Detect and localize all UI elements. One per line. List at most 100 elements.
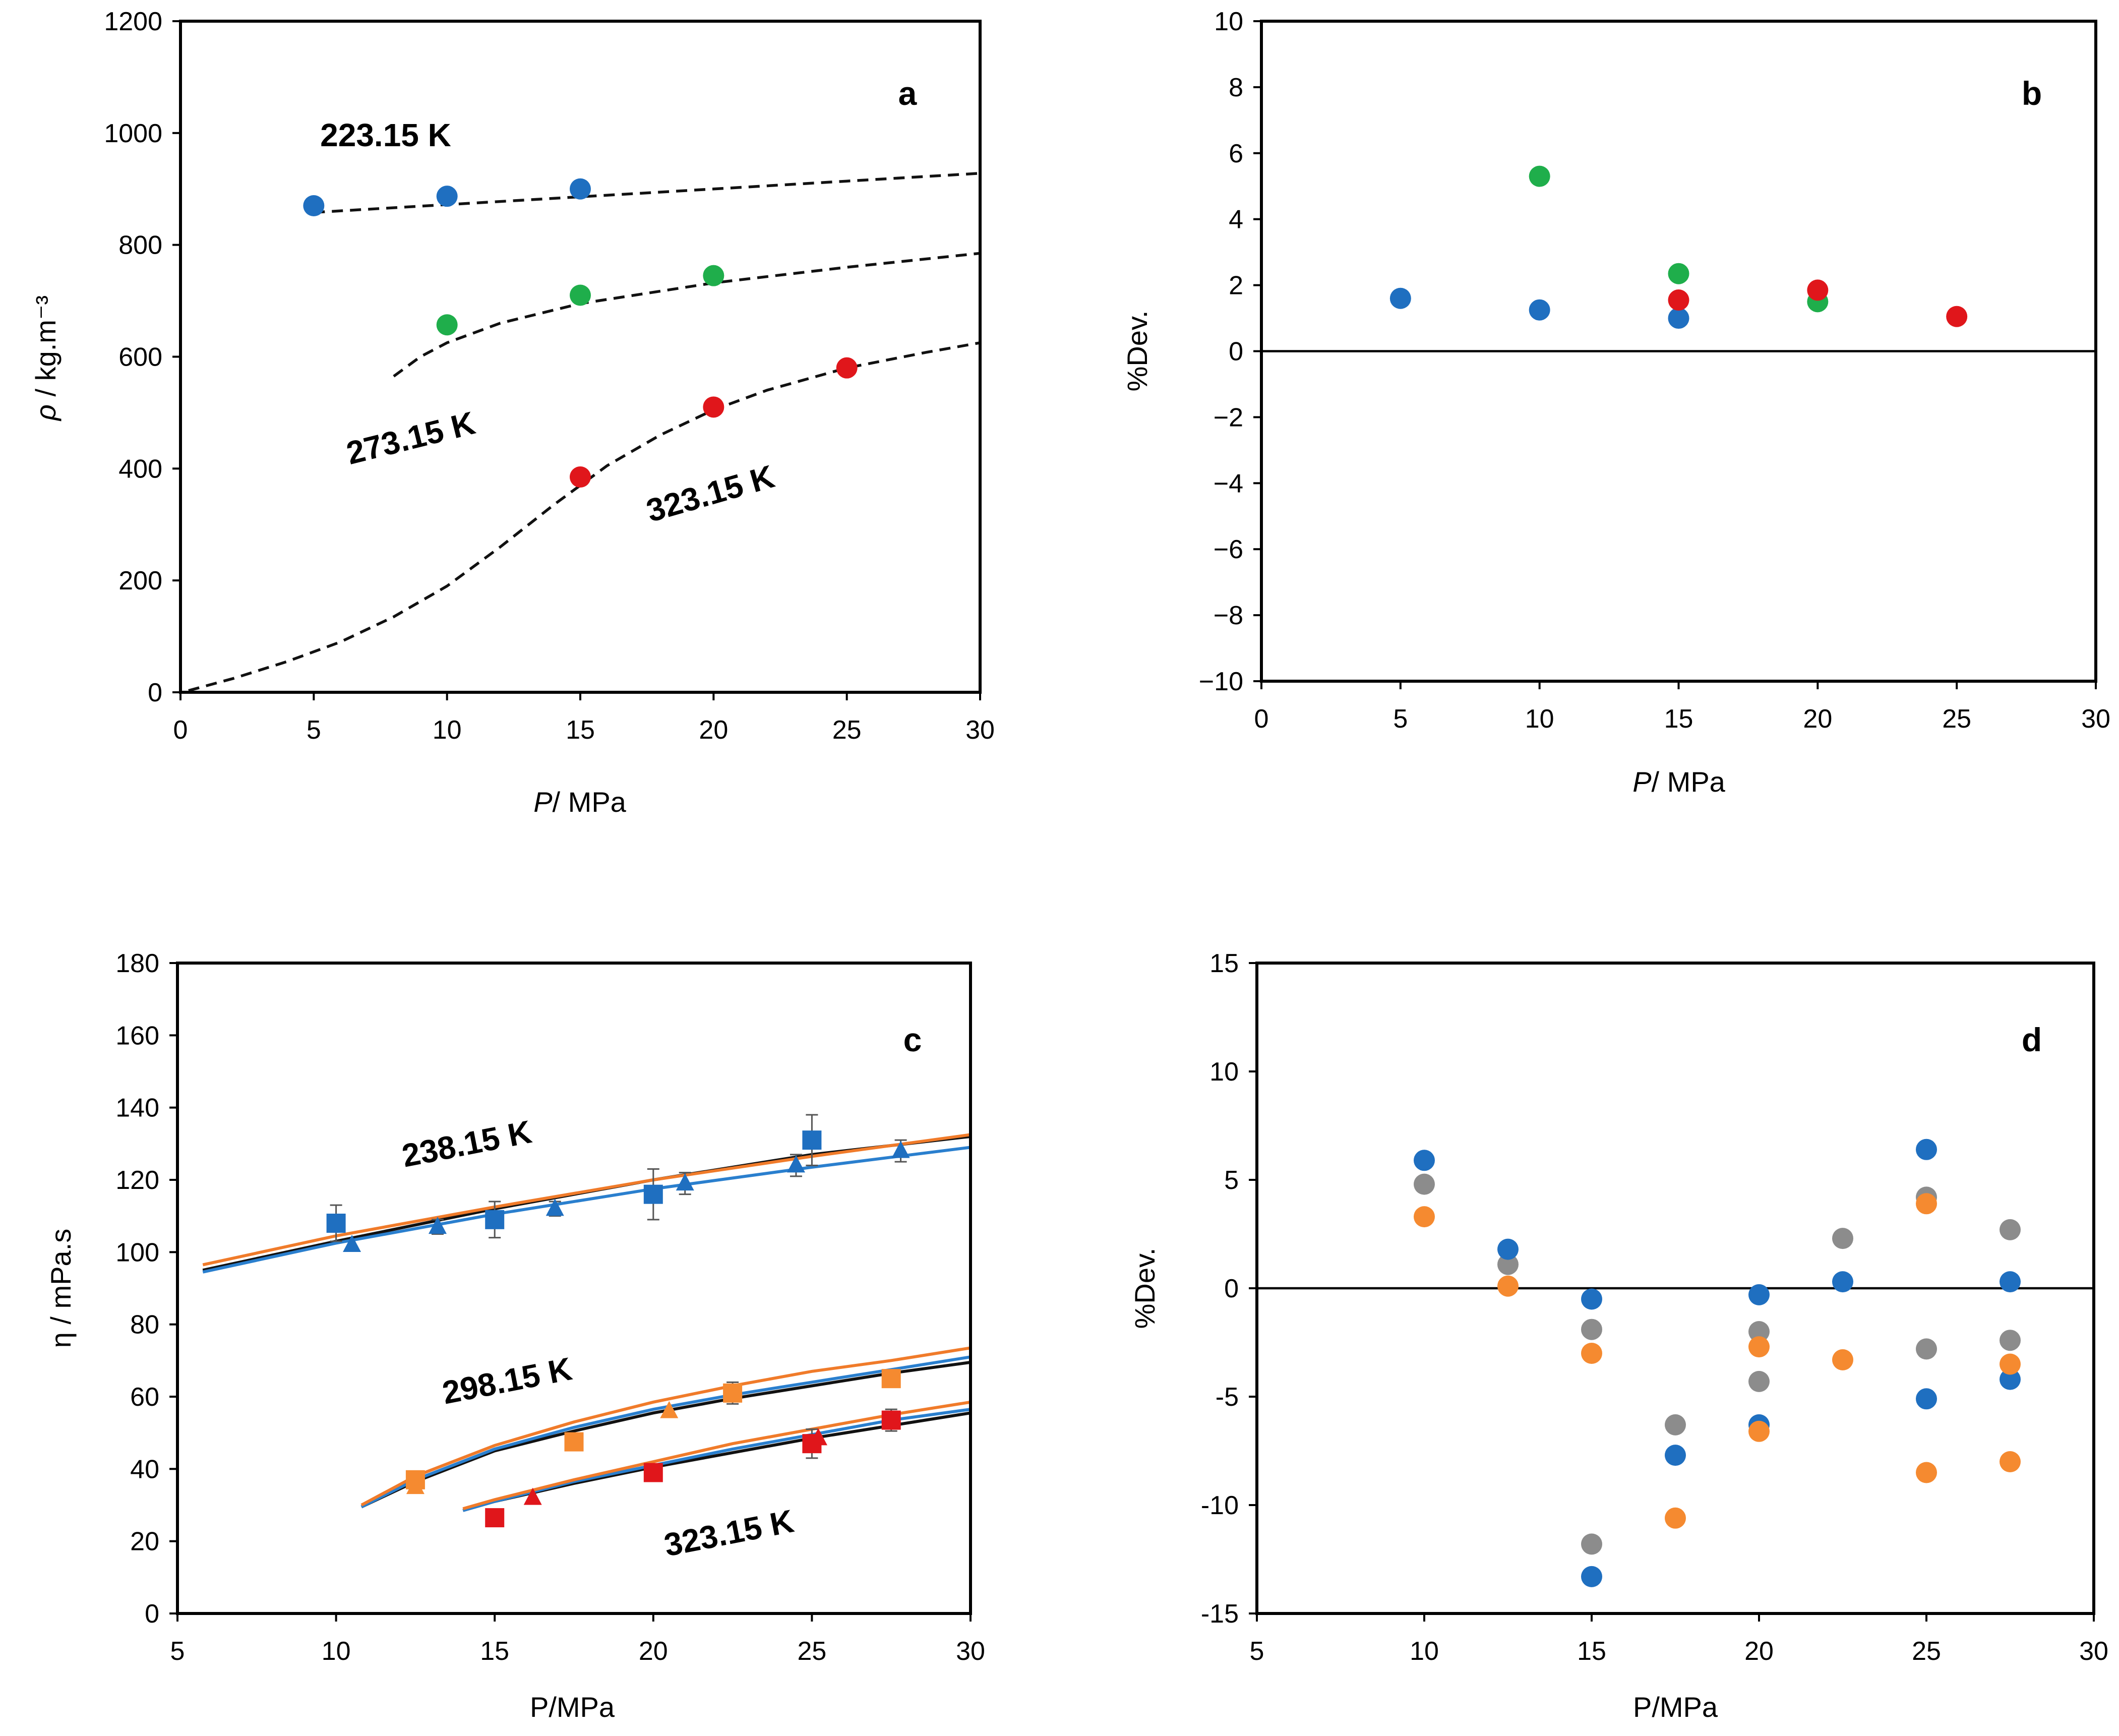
model-curve-dashed xyxy=(393,252,981,378)
data-point-square xyxy=(723,1383,743,1403)
data-point-square xyxy=(881,1410,901,1430)
data-point xyxy=(1748,1321,1770,1342)
x-tick-label: 15 xyxy=(480,1637,509,1666)
panel-label: d xyxy=(2022,1021,2042,1058)
data-point xyxy=(703,396,724,418)
data-point xyxy=(836,357,858,379)
y-axis-label: η / mPa.s xyxy=(45,1229,77,1348)
data-point xyxy=(1665,1507,1686,1529)
data-point xyxy=(1916,1193,1937,1215)
x-tick-label: 25 xyxy=(1912,1637,1941,1666)
y-tick-label: -10 xyxy=(1201,1491,1239,1520)
x-tick-label: 0 xyxy=(1254,704,1269,734)
y-tick-label: 600 xyxy=(118,343,162,372)
y-tick-label: 100 xyxy=(115,1238,159,1267)
x-tick-label: 5 xyxy=(1393,704,1408,734)
x-tick-label: 15 xyxy=(566,715,595,745)
data-point-square xyxy=(802,1130,822,1150)
panel-label: a xyxy=(898,75,918,112)
data-point xyxy=(1581,1343,1602,1364)
y-axis-label: %Dev. xyxy=(1129,1248,1161,1329)
data-point xyxy=(1581,1319,1602,1340)
data-point xyxy=(1665,1414,1686,1435)
model-curve-dashed xyxy=(188,341,981,692)
y-tick-label: −4 xyxy=(1214,469,1243,498)
y-tick-label: 4 xyxy=(1229,205,1243,234)
data-point xyxy=(2000,1330,2021,1351)
y-tick-label: 10 xyxy=(1209,1057,1239,1087)
data-point xyxy=(570,284,591,306)
data-point xyxy=(1916,1338,1937,1360)
x-tick-label: 20 xyxy=(639,1637,668,1666)
y-tick-label: 0 xyxy=(1229,337,1243,367)
data-point-triangle xyxy=(891,1141,910,1158)
data-point xyxy=(1832,1349,1853,1370)
y-tick-label: -15 xyxy=(1201,1599,1239,1629)
model-curve xyxy=(360,1355,971,1509)
x-tick-label: 5 xyxy=(170,1637,185,1666)
y-axis-label: %Dev. xyxy=(1121,311,1153,392)
plot-frame xyxy=(176,962,972,1615)
data-point xyxy=(1832,1271,1853,1293)
data-point xyxy=(1668,289,1689,311)
data-point xyxy=(1748,1336,1770,1358)
data-point xyxy=(1748,1420,1770,1442)
temperature-label-223: 223.15 K xyxy=(320,117,451,153)
model-curve xyxy=(202,1133,971,1267)
y-tick-label: 80 xyxy=(130,1310,159,1340)
y-tick-label: 10 xyxy=(1214,7,1243,36)
x-tick-label: 10 xyxy=(1410,1637,1439,1666)
model-curve-dashed xyxy=(314,171,981,214)
data-point-triangle xyxy=(809,1428,827,1446)
x-tick-label: 20 xyxy=(699,715,728,745)
panel-label: b xyxy=(2022,75,2042,112)
data-point-triangle xyxy=(676,1173,694,1191)
data-point xyxy=(436,186,458,207)
data-point xyxy=(1668,263,1689,284)
panel-d-viscosity-deviation-chart: 5 10 15 20 25 30 15 10 5 0 -5 -10 -15 d P/MPa %Dev. xyxy=(1129,949,2108,1723)
y-tick-label: 20 xyxy=(130,1527,159,1557)
y-tick-label: 8 xyxy=(1229,73,1243,102)
x-axis-label: P/ MPa xyxy=(1632,766,1725,798)
y-tick-label: 1200 xyxy=(104,7,162,36)
data-point xyxy=(2000,1451,2021,1472)
data-point-square xyxy=(485,1508,505,1528)
x-tick-label: 30 xyxy=(2081,704,2110,734)
data-point xyxy=(1389,287,1411,309)
x-axis-label: P/ MPa xyxy=(533,786,626,818)
x-axis-label: P/MPa xyxy=(530,1691,615,1723)
data-point xyxy=(2000,1368,2021,1390)
data-point xyxy=(1946,306,1968,327)
y-tick-label: 180 xyxy=(115,949,159,978)
panel-a-density-chart: 0 5 10 15 20 25 30 0 200 400 600 800 1000 1200 a 223… xyxy=(30,7,995,818)
data-point-square xyxy=(326,1214,346,1233)
y-tick-label: 160 xyxy=(115,1021,159,1050)
data-point xyxy=(1581,1288,1602,1310)
data-point xyxy=(2000,1219,2021,1240)
x-tick-label: 30 xyxy=(2079,1637,2108,1666)
data-point-square xyxy=(564,1432,584,1452)
data-point xyxy=(1414,1206,1435,1228)
model-curve xyxy=(360,1346,971,1507)
data-point xyxy=(1497,1253,1519,1275)
model-curve xyxy=(462,1400,971,1511)
data-point xyxy=(1916,1462,1937,1483)
data-point-triangle xyxy=(406,1477,425,1494)
y-tick-label: 140 xyxy=(115,1094,159,1123)
y-tick-label: 1000 xyxy=(104,119,162,148)
data-point-triangle xyxy=(343,1235,361,1252)
y-tick-label: 0 xyxy=(148,678,162,707)
data-point xyxy=(1832,1228,1853,1249)
data-point xyxy=(703,265,724,286)
data-point-square xyxy=(643,1184,663,1204)
data-point xyxy=(1916,1388,1937,1410)
data-point-square xyxy=(643,1463,663,1482)
data-point xyxy=(1581,1533,1602,1555)
y-tick-label: 15 xyxy=(1209,949,1239,978)
y-tick-label: 2 xyxy=(1229,271,1243,301)
panel-label: c xyxy=(903,1021,922,1058)
model-curve xyxy=(462,1408,971,1512)
data-point-triangle xyxy=(523,1487,542,1505)
